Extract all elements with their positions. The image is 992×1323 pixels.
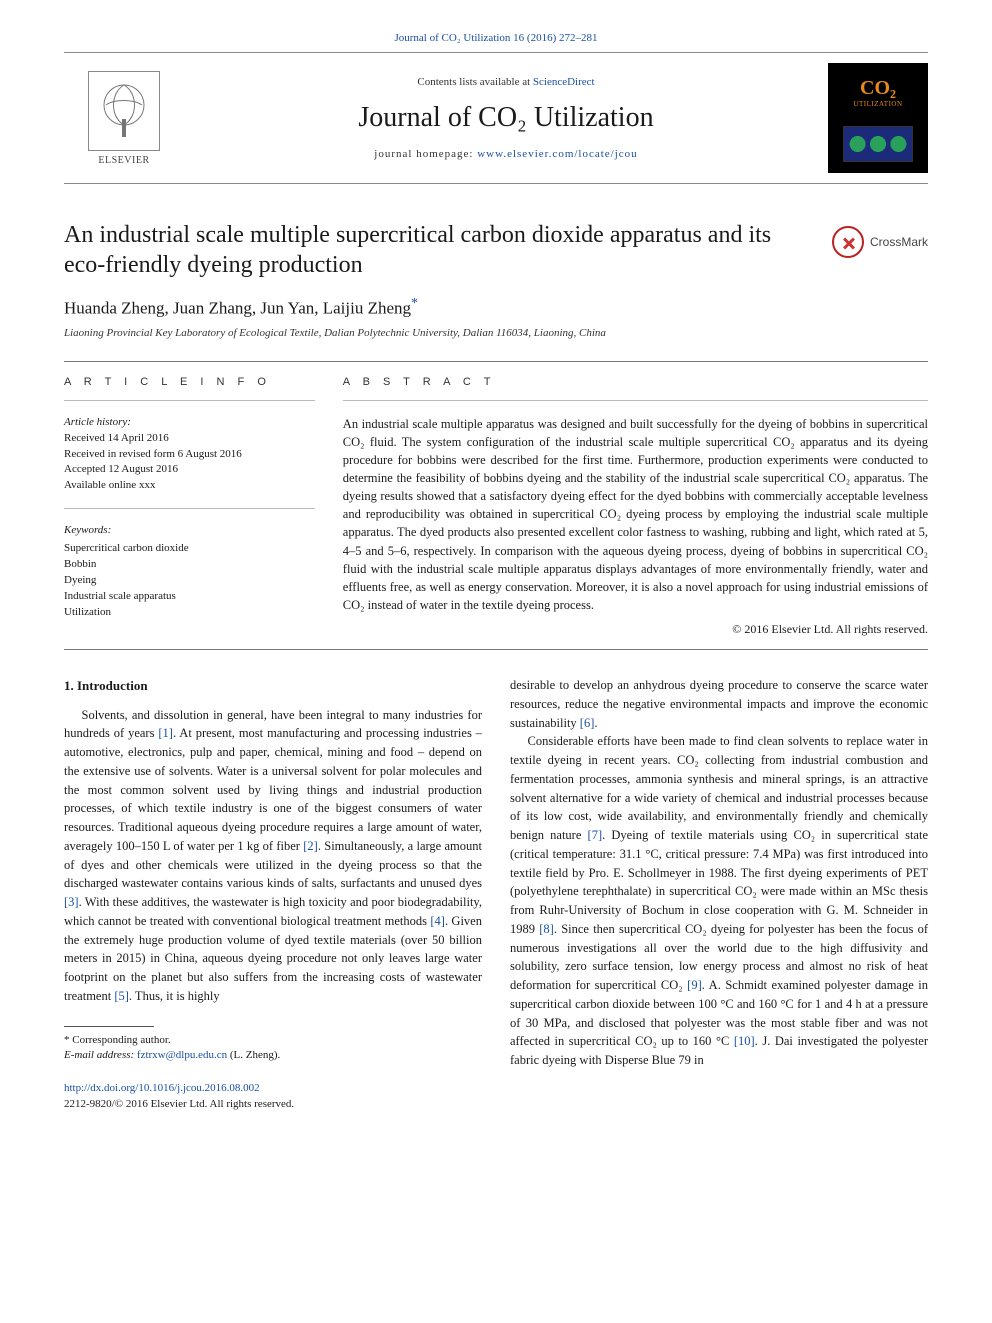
abstract-copyright: © 2016 Elsevier Ltd. All rights reserved… [343,622,928,637]
article-title: An industrial scale multiple supercritic… [64,220,816,280]
crossmark-widget[interactable]: CrossMark [832,226,928,258]
journal-cover-thumb: CO₂ UTILIZATION [828,63,928,173]
homepage-link[interactable]: www.elsevier.com/locate/jcou [477,148,637,160]
history-line: Accepted 12 August 2016 [64,462,315,478]
email-link[interactable]: fztrxw@dlpu.edu.cn [137,1049,227,1061]
corresponding-marker: * [411,296,418,311]
authors-line: Huanda Zheng, Juan Zhang, Jun Yan, Laiji… [64,296,928,319]
section-head-intro: 1. Introduction [64,676,482,696]
cover-brand-sub: UTILIZATION [853,100,902,108]
footnote-rule [64,1026,154,1027]
citation-ref[interactable]: [2] [303,839,318,853]
crossmark-icon [832,226,864,258]
journal-name: Journal of CO₂ Utilization [196,102,816,134]
publisher-block: ELSEVIER [64,71,184,166]
history-line: Received in revised form 6 August 2016 [64,447,315,463]
article-history-block: Article history: Received 14 April 2016 … [64,415,315,495]
affiliation: Liaoning Provincial Key Laboratory of Ec… [64,327,928,339]
keyword-item: Bobbin [64,557,315,573]
email-label: E-mail address: [64,1049,137,1061]
authors-text: Huanda Zheng, Juan Zhang, Jun Yan, Laiji… [64,299,411,318]
journal-homepage-line: journal homepage: www.elsevier.com/locat… [196,148,816,160]
doi-block: http://dx.doi.org/10.1016/j.jcou.2016.08… [64,1081,482,1112]
body-left-column: 1. Introduction Solvents, and dissolutio… [64,676,482,1112]
history-head: Article history: [64,415,315,431]
corresponding-author-footnote: * Corresponding author. E-mail address: … [64,1033,482,1064]
info-divider-2 [64,508,315,509]
email-name: (L. Zheng). [227,1049,280,1061]
article-info-head: A R T I C L E I N F O [64,376,315,388]
footnote-email-line: E-mail address: fztrxw@dlpu.edu.cn (L. Z… [64,1048,482,1063]
citation-ref[interactable]: [3] [64,895,79,909]
keywords-block: Keywords: Supercritical carbon dioxide B… [64,523,315,621]
info-abstract-row: A R T I C L E I N F O Article history: R… [64,376,928,637]
divider-bottom [64,649,928,650]
cover-brand: CO₂ [860,77,896,100]
body-columns: 1. Introduction Solvents, and dissolutio… [64,676,928,1112]
divider-top [64,361,928,362]
citation-ref[interactable]: [7] [588,828,603,842]
abstract-column: A B S T R A C T An industrial scale mult… [343,376,928,637]
keyword-item: Industrial scale apparatus [64,589,315,605]
body-paragraph: Considerable efforts have been made to f… [510,732,928,1070]
footnote-label: * Corresponding author. [64,1033,482,1048]
citation-ref[interactable]: [1] [158,726,173,740]
citation-ref[interactable]: [4] [430,914,445,928]
abstract-head: A B S T R A C T [343,376,928,388]
citation-ref[interactable]: [10] [734,1034,755,1048]
info-divider-1 [64,400,315,401]
issn-copyright: 2212-9820/© 2016 Elsevier Ltd. All right… [64,1097,482,1112]
keyword-item: Dyeing [64,573,315,589]
homepage-label: journal homepage: [374,148,477,160]
history-line: Received 14 April 2016 [64,431,315,447]
masthead-center: Contents lists available at ScienceDirec… [184,76,828,160]
page-root: Journal of CO₂ Utilization 16 (2016) 272… [0,0,992,1160]
contents-list-line: Contents lists available at ScienceDirec… [196,76,816,88]
article-info-column: A R T I C L E I N F O Article history: R… [64,376,315,637]
cover-art-icon [843,126,913,162]
abstract-divider [343,400,928,401]
journal-ref-text: Journal of CO₂ Utilization 16 (2016) 272… [394,32,597,44]
keywords-head: Keywords: [64,523,315,539]
abstract-text: An industrial scale multiple apparatus w… [343,415,928,614]
doi-link[interactable]: http://dx.doi.org/10.1016/j.jcou.2016.08… [64,1082,260,1094]
elsevier-tree-icon [88,71,160,151]
masthead: ELSEVIER Contents lists available at Sci… [64,52,928,184]
keywords-list: Supercritical carbon dioxide Bobbin Dyei… [64,541,315,621]
title-row: An industrial scale multiple supercritic… [64,220,928,280]
keyword-item: Utilization [64,605,315,621]
body-right-column: desirable to develop an anhydrous dyeing… [510,676,928,1112]
citation-ref[interactable]: [9] [687,978,702,992]
body-paragraph: desirable to develop an anhydrous dyeing… [510,676,928,732]
contents-prefix: Contents lists available at [417,76,532,88]
history-line: Available online xxx [64,478,315,494]
citation-ref[interactable]: [8] [539,922,554,936]
citation-ref[interactable]: [6] [580,716,595,730]
body-paragraph: Solvents, and dissolution in general, ha… [64,706,482,1006]
keyword-item: Supercritical carbon dioxide [64,541,315,557]
crossmark-label: CrossMark [870,235,928,249]
sciencedirect-link[interactable]: ScienceDirect [533,76,595,88]
journal-ref-top[interactable]: Journal of CO₂ Utilization 16 (2016) 272… [64,32,928,44]
publisher-label: ELSEVIER [98,155,149,166]
citation-ref[interactable]: [5] [114,989,129,1003]
